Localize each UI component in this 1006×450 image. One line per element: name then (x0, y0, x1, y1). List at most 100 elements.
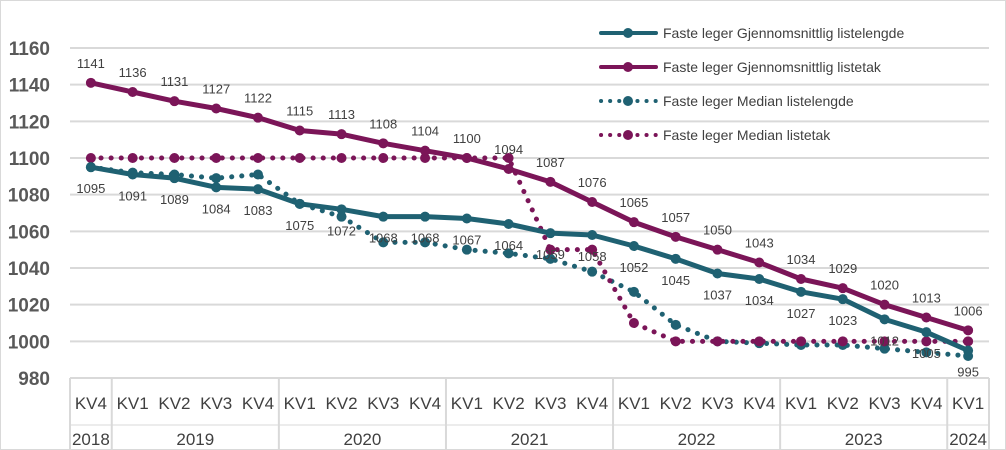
data-point (503, 248, 514, 259)
data-point (294, 125, 305, 136)
data-label: 1029 (828, 261, 857, 276)
data-point (336, 204, 347, 215)
x-tick-label: KV2 (660, 394, 692, 413)
data-point (921, 347, 932, 358)
data-label: 1094 (494, 142, 523, 157)
data-point (628, 318, 639, 328)
data-label: 1091 (118, 189, 147, 204)
data-point (252, 184, 263, 195)
data-point (670, 231, 681, 242)
data-point (127, 169, 138, 180)
data-label: 1013 (912, 291, 941, 306)
data-label: 1034 (745, 293, 774, 308)
data-point (670, 319, 681, 330)
year-label: 2023 (845, 430, 883, 449)
data-point (963, 345, 974, 356)
data-label: 1034 (787, 252, 816, 267)
data-label: 1141 (77, 56, 105, 71)
year-label: 2019 (176, 430, 214, 449)
year-label: 2020 (343, 430, 381, 449)
data-point (754, 274, 765, 284)
data-point (837, 294, 848, 305)
data-label: 1100 (453, 131, 481, 146)
data-point (378, 211, 389, 222)
data-point (587, 244, 598, 255)
data-point (545, 253, 556, 264)
data-label: 1068 (411, 231, 440, 246)
data-label: 1020 (870, 278, 899, 293)
legend-label: Faste leger Gjennomsnittlig listetak (663, 59, 882, 75)
x-tick-label: KV1 (117, 394, 149, 413)
data-label: 1006 (954, 303, 983, 318)
legend-marker (623, 96, 633, 106)
y-tick-label: 1100 (9, 149, 50, 170)
data-point (378, 138, 389, 149)
data-point (963, 325, 974, 336)
data-point (211, 153, 222, 163)
data-label: 1068 (369, 231, 398, 246)
data-point (378, 237, 389, 248)
x-tick-label: KV4 (743, 394, 775, 413)
y-tick-label: 980 (18, 369, 50, 390)
legend-label: Faste leger Gjennomsnittlig listelengde (663, 25, 904, 41)
data-point (336, 211, 347, 222)
x-tick-label: KV1 (785, 394, 817, 413)
data-label: 1064 (494, 238, 523, 253)
data-point (420, 237, 431, 248)
data-label: 1136 (119, 65, 147, 80)
data-label: 1115 (286, 104, 313, 119)
data-point (461, 213, 472, 224)
y-tick-label: 1040 (8, 259, 50, 280)
x-tick-label: KV1 (284, 394, 316, 413)
data-point (796, 274, 807, 284)
x-tick-label: KV4 (409, 394, 441, 413)
data-point (169, 153, 180, 163)
data-point (545, 244, 556, 255)
data-point (712, 244, 723, 255)
series-line (88, 80, 971, 333)
data-label: 1083 (244, 203, 273, 218)
data-point (712, 268, 723, 279)
data-label: 1057 (661, 210, 690, 225)
data-label: 1089 (160, 192, 189, 207)
data-point (628, 286, 639, 297)
data-label: 1131 (160, 74, 188, 89)
data-point (587, 197, 598, 207)
data-point (545, 176, 556, 187)
x-tick-label: KV3 (534, 394, 566, 413)
data-point (85, 77, 96, 88)
data-point (294, 153, 305, 163)
data-point (628, 241, 639, 251)
data-label: 1108 (369, 116, 397, 131)
legend-marker (623, 130, 633, 140)
data-label: 1076 (578, 175, 607, 190)
data-point (336, 153, 347, 163)
data-point (628, 217, 639, 228)
data-point (879, 299, 890, 310)
data-point (127, 153, 138, 163)
x-tick-label: KV2 (325, 394, 357, 413)
y-tick-label: 1000 (8, 332, 50, 353)
data-label: 995 (957, 365, 979, 380)
data-label: 1067 (452, 233, 481, 248)
data-point (461, 153, 472, 163)
data-label: 1043 (745, 236, 774, 251)
data-point (879, 314, 890, 325)
data-point (169, 173, 180, 184)
data-point (85, 153, 96, 163)
x-tick-label: KV4 (242, 394, 274, 413)
y-tick-label: 1120 (9, 112, 50, 133)
data-point (503, 219, 514, 229)
data-label: 1084 (202, 201, 231, 216)
data-point (420, 153, 431, 163)
data-point (169, 96, 180, 107)
data-point (420, 211, 431, 222)
series-line (88, 164, 971, 353)
x-tick-label: KV1 (952, 394, 984, 413)
data-label: 1005 (912, 346, 941, 361)
data-point (211, 173, 222, 184)
data-label: 1104 (411, 124, 439, 139)
data-point (670, 336, 681, 347)
legend-marker (623, 28, 633, 38)
data-point (252, 153, 263, 163)
